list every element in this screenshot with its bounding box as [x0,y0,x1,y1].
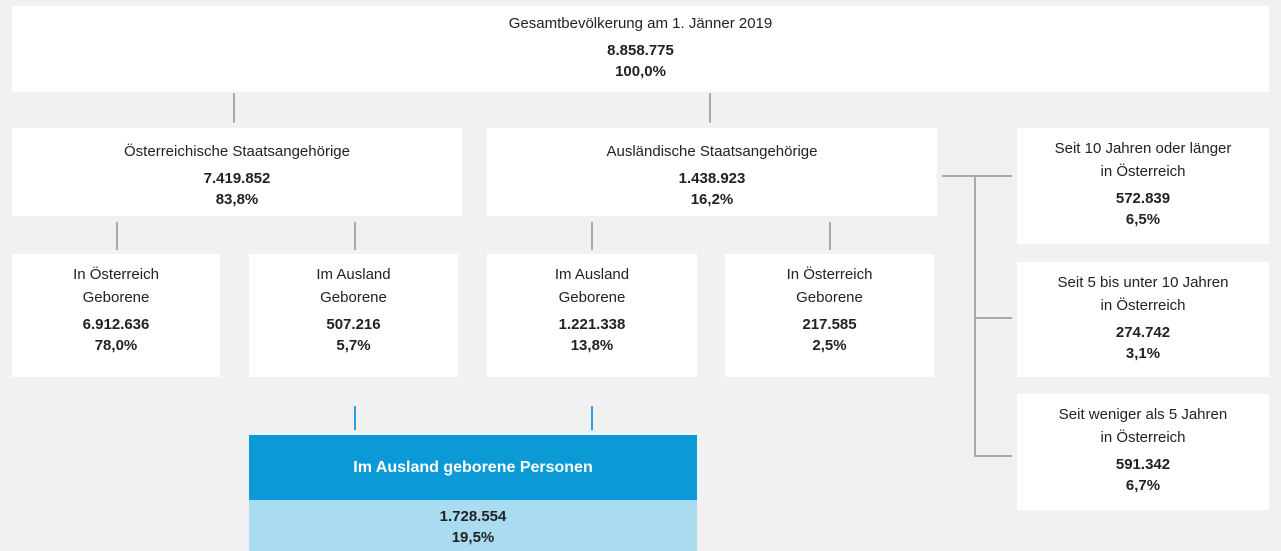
node-share: 78,0% [94,337,138,354]
node-label: Ausländische Staatsangehörige [606,143,818,160]
node-value: 6.912.636 [82,316,150,333]
node-label: Seit 5 bis unter 10 Jahren [1057,274,1229,291]
node-box: Seit 10 Jahren oder länger in Österreich 5… [1017,128,1269,244]
node-label: Geborene [320,289,387,306]
node-label: in Österreich [1100,297,1186,314]
node-label: in Österreich [1100,163,1186,180]
connector [591,406,593,430]
node-share: 83,8% [215,191,259,208]
node-label: In Österreich [786,266,873,283]
node-value: 507.216 [326,316,381,333]
connector [974,175,976,457]
node-box: Seit 5 bis unter 10 Jahren in Österreich 2… [1017,262,1269,377]
node-value: 217.585 [802,316,857,333]
connector [974,455,1012,457]
connector [591,222,593,250]
node-label: Geborene [82,289,150,306]
node-value: 7.419.852 [203,170,271,187]
node-share: 6,5% [1125,211,1161,228]
connector [829,222,831,250]
connector [116,222,118,250]
node-value: 274.742 [1115,324,1171,341]
node-label: Im Ausland geborene Personen [353,458,593,476]
node-value: 1.221.338 [558,316,626,333]
node-box: Im Ausland Geborene 507.216 5,7% [249,254,458,377]
node-box: Im Ausland Geborene 1.221.338 13,8% [487,254,697,377]
node-label: Seit 10 Jahren oder länger [1054,140,1232,157]
node-value: 591.342 [1115,456,1171,473]
node-box: 1.728.554 19,5% [249,500,697,551]
connector [354,406,356,430]
node-header: Im Ausland geborene Personen [249,435,697,500]
node-share: 6,7% [1125,477,1161,494]
node-label: in Österreich [1100,429,1186,446]
node-label: Seit weniger als 5 Jahren [1058,406,1228,423]
node-share: 100,0% [615,63,666,80]
connector [354,222,356,250]
connector [709,93,711,123]
node-share: 5,7% [336,337,371,354]
node-box: In Österreich Geborene 6.912.636 78,0% [12,254,220,377]
node-value: 572.839 [1115,190,1171,207]
node-value: 1.728.554 [439,508,507,525]
node-value: 8.858.775 [607,42,674,59]
node-share: 19,5% [451,529,495,546]
connector [974,317,1012,319]
node-value: 1.438.923 [678,170,746,187]
node-box: Gesamtbevölkerung am 1. Jänner 2019 8.858… [12,6,1269,92]
node-label: In Österreich [73,266,159,283]
node-box: Österreichische Staatsangehörige 7.419.85… [12,128,462,216]
node-label: Österreichische Staatsangehörige [124,143,350,160]
node-label: Im Ausland [316,266,391,283]
node-label: Geborene [558,289,626,306]
node-box: In Österreich Geborene 217.585 2,5% [725,254,934,377]
node-box: Ausländische Staatsangehörige 1.438.923 16… [487,128,937,216]
node-box: Seit weniger als 5 Jahren in Österreich 59… [1017,394,1269,510]
node-label: Im Ausland [554,266,630,283]
node-label: Geborene [796,289,863,306]
node-share: 3,1% [1125,345,1161,362]
node-share: 16,2% [690,191,734,208]
node-share: 2,5% [812,337,847,354]
node-label: Gesamtbevölkerung am 1. Jänner 2019 [508,15,773,32]
connector [233,93,235,123]
connector [942,175,1012,177]
node-share: 13,8% [570,337,614,354]
